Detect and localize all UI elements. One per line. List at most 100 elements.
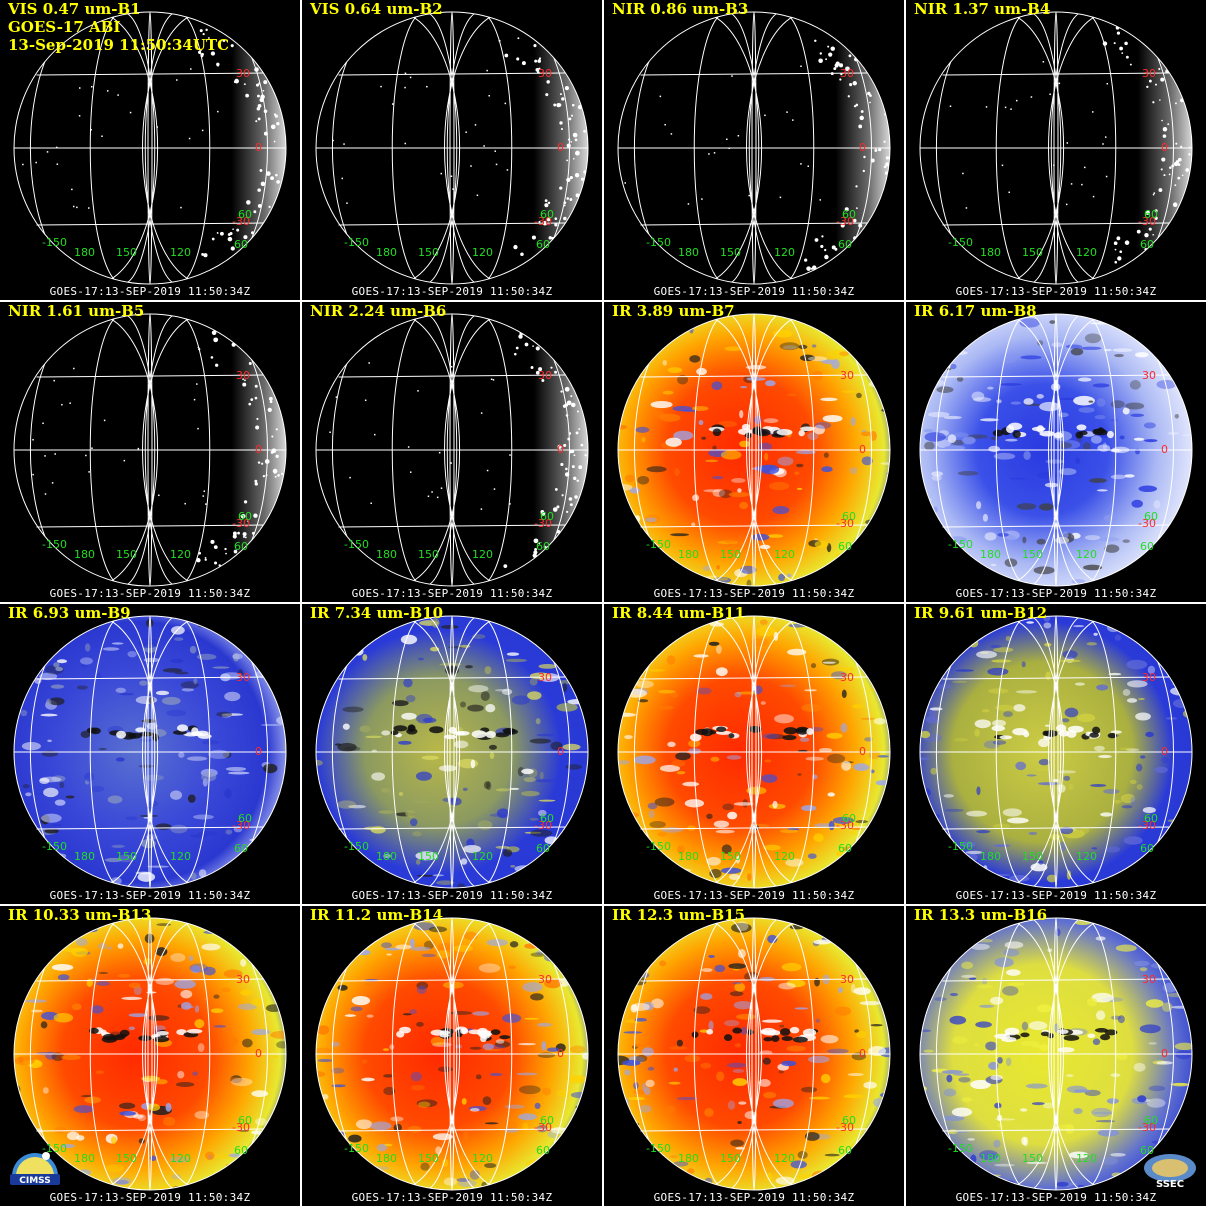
lat-label-30n: 30 [236,369,250,382]
lon-label-150: 150 [116,850,137,863]
lon-label-60: 60 [1140,1144,1154,1157]
lat-label-30s: -30 [1138,517,1156,530]
panel-footer-timestamp: GOES-17:13-SEP-2019 11:50:34Z [653,285,855,298]
lon-label-60: 60 [838,1144,852,1157]
lon-label-150: 150 [418,548,439,561]
lon-label-60: 60 [234,238,248,251]
lon-label-west: -150 [42,1142,67,1155]
lon-label-west: -150 [646,538,671,551]
panel-title: IR 9.61 um-B12 [914,604,1048,622]
lat-label-equator: 0 [557,141,564,154]
panel-footer-timestamp: GOES-17:13-SEP-2019 11:50:34Z [653,1191,855,1204]
channel-panel: NIR 1.61 um-B5 30 0 -30 60 -150 180 150 120 60 GOE… [0,302,300,602]
lon-label-60: 60 [1140,540,1154,553]
panel-title: IR 6.17 um-B8 [914,302,1037,320]
lon-label-180: 180 [980,850,1001,863]
lon-label-120: 120 [472,548,493,561]
graticule [919,11,1193,285]
lat-label-30n: 30 [538,973,552,986]
lat-label-30s: -30 [836,1121,854,1134]
lon-label-60: 60 [234,1144,248,1157]
lat-label-equator: 0 [557,745,564,758]
panel-footer-timestamp: GOES-17:13-SEP-2019 11:50:34Z [49,285,251,298]
lon-label-east-upper: 60 [238,812,252,825]
panel-footer-timestamp: GOES-17:13-SEP-2019 11:50:34Z [955,587,1157,600]
lon-label-120: 120 [1076,1152,1097,1165]
lat-label-30s: -30 [534,215,552,228]
lon-label-west: -150 [344,840,369,853]
lat-label-equator: 0 [859,443,866,456]
panel-title: VIS 0.47 um-B1 [8,0,141,18]
channel-panel: IR 13.3 um-B16 30 0 -30 60 -150 180 150 120 60 GOE… [906,906,1206,1206]
graticule [617,917,891,1191]
graticule [13,11,287,285]
channel-panel: IR 12.3 um-B15 30 0 -30 60 -150 180 150 120 60 GOE… [604,906,904,1206]
channel-panel: IR 7.34 um-B10 30 0 -30 60 -150 180 150 120 60 GOE… [302,604,602,904]
lat-label-equator: 0 [859,1047,866,1060]
lat-label-equator: 0 [557,443,564,456]
lat-label-30n: 30 [538,67,552,80]
lat-label-equator: 0 [859,141,866,154]
graticule [315,313,589,587]
graticule [919,313,1193,587]
lon-label-150: 150 [418,246,439,259]
lon-label-60: 60 [234,842,248,855]
lon-label-150: 150 [116,246,137,259]
lat-label-30s: -30 [534,517,552,530]
globe-image [919,917,1193,1191]
panel-title: IR 7.34 um-B10 [310,604,444,622]
panel-footer-timestamp: GOES-17:13-SEP-2019 11:50:34Z [351,285,553,298]
globe-image [315,615,589,889]
panel-title: IR 6.93 um-B9 [8,604,131,622]
lon-label-west: -150 [948,236,973,249]
lon-label-150: 150 [720,548,741,561]
panel-footer-timestamp: GOES-17:13-SEP-2019 11:50:34Z [49,1191,251,1204]
lat-label-equator: 0 [255,443,262,456]
lon-label-120: 120 [774,246,795,259]
channel-panel: IR 6.93 um-B9 30 0 -30 60 -150 180 150 120 60 GOES… [0,604,300,904]
lat-label-30s: -30 [232,819,250,832]
panel-footer-timestamp: GOES-17:13-SEP-2019 11:50:34Z [653,889,855,902]
lon-label-120: 120 [1076,246,1097,259]
panel-title: IR 8.44 um-B11 [612,604,746,622]
lat-label-30n: 30 [236,973,250,986]
lon-label-west: -150 [344,236,369,249]
lon-label-west: -150 [948,840,973,853]
lat-label-30n: 30 [1142,67,1156,80]
panel-divider-horizontal [0,904,1206,906]
lon-label-180: 180 [980,1152,1001,1165]
lat-label-30n: 30 [840,369,854,382]
lon-label-150: 150 [1022,548,1043,561]
lat-label-30s: -30 [534,1121,552,1134]
lat-label-30n: 30 [1142,973,1156,986]
globe-image [919,11,1193,285]
lat-label-30n: 30 [840,67,854,80]
panel-footer-timestamp: GOES-17:13-SEP-2019 11:50:34Z [955,1191,1157,1204]
lat-label-equator: 0 [557,1047,564,1060]
panel-footer-timestamp: GOES-17:13-SEP-2019 11:50:34Z [49,587,251,600]
svg-text:CIMSS: CIMSS [19,1176,50,1186]
svg-text:SSEC: SSEC [1156,1179,1184,1190]
globe-image [617,11,891,285]
lon-label-150: 150 [1022,246,1043,259]
lon-label-west: -150 [42,538,67,551]
graticule [919,917,1193,1191]
channel-panel: IR 11.2 um-B14 30 0 -30 60 -150 180 150 120 60 GOE… [302,906,602,1206]
cloud-texture [920,314,1192,586]
lon-label-60: 60 [536,540,550,553]
lat-label-30s: -30 [232,215,250,228]
lon-label-east-upper: 60 [238,510,252,523]
channel-panel: IR 3.89 um-B7 30 0 -30 60 -150 180 150 120 60 GOES… [604,302,904,602]
lon-label-120: 120 [472,246,493,259]
panel-title: IR 12.3 um-B15 [612,906,746,924]
lat-label-30n: 30 [840,973,854,986]
lon-label-180: 180 [74,548,95,561]
lon-label-150: 150 [1022,1152,1043,1165]
channel-panel: NIR 2.24 um-B6 30 0 -30 60 -150 180 150 120 60 GOE… [302,302,602,602]
lat-label-30s: -30 [836,517,854,530]
channel-panel: IR 6.17 um-B8 30 0 -30 60 -150 180 150 120 60 GOES… [906,302,1206,602]
lon-label-60: 60 [234,540,248,553]
lon-label-180: 180 [376,548,397,561]
lat-label-equator: 0 [255,141,262,154]
lon-label-60: 60 [838,842,852,855]
